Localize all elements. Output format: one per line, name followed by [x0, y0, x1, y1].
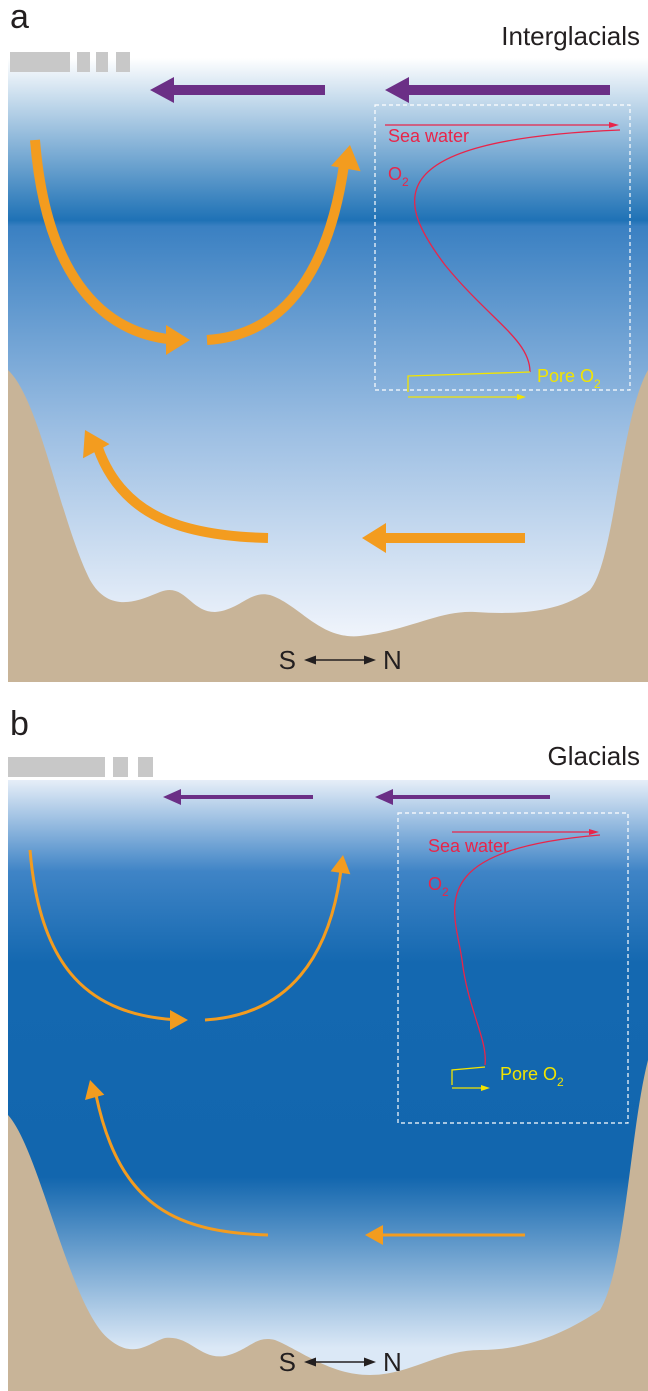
north-label: N: [383, 1347, 402, 1377]
scale-bar: [96, 52, 108, 72]
panel-title: Interglacials: [501, 21, 640, 51]
scale-bar: [116, 52, 130, 72]
scale-bar: [10, 52, 70, 72]
panel-title: Glacials: [548, 741, 640, 771]
panel-label: a: [10, 0, 29, 36]
scale-bar: [113, 757, 128, 777]
sea-water-label: Sea water: [428, 836, 509, 856]
pore-main: Pore O: [537, 366, 594, 386]
o2-sub: 2: [442, 885, 449, 899]
ocean: [8, 780, 648, 1391]
o2-main: O: [388, 164, 402, 184]
o2-sub: 2: [402, 175, 409, 189]
o2-main: O: [428, 874, 442, 894]
pore-sub: 2: [557, 1075, 564, 1089]
panel-label: b: [10, 705, 29, 743]
scale-bar: [77, 52, 90, 72]
south-label: S: [279, 645, 296, 675]
pore-main: Pore O: [500, 1064, 557, 1084]
north-label: N: [383, 645, 402, 675]
pore-sub: 2: [594, 377, 601, 391]
scale-bar: [8, 757, 105, 777]
south-label: S: [279, 1347, 296, 1377]
scale-bar: [138, 757, 153, 777]
figure: aInterglacialsSea waterO2Pore O2SNbGlaci…: [0, 0, 648, 1391]
sea-water-label: Sea water: [388, 126, 469, 146]
